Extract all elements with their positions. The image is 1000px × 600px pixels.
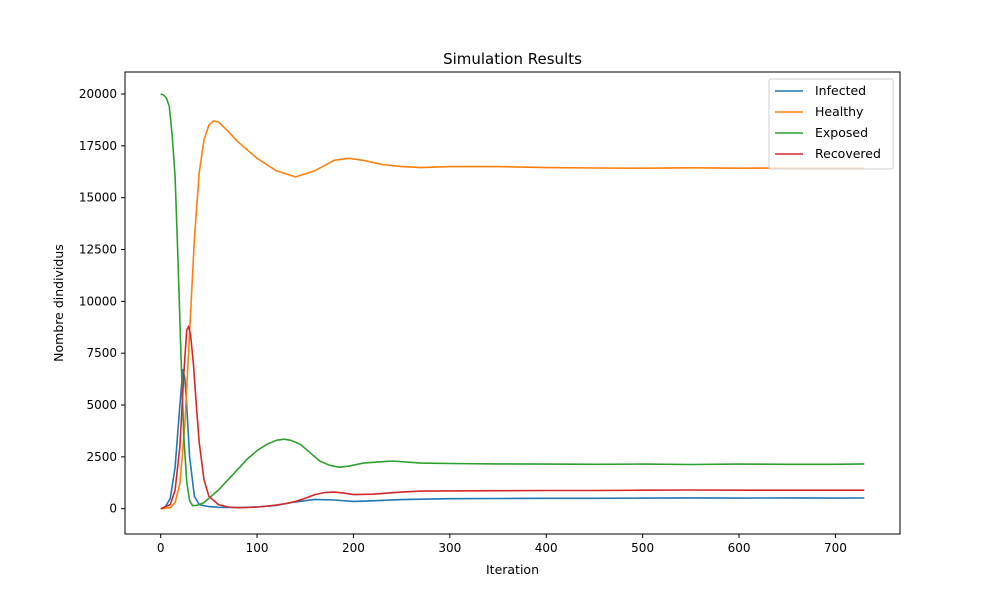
y-tick-label: 17500 xyxy=(79,139,117,153)
y-tick-label: 2500 xyxy=(86,450,117,464)
chart-title: Simulation Results xyxy=(443,50,582,68)
legend-label-recovered: Recovered xyxy=(815,146,881,161)
y-axis-ticks: 0 2500 5000 7500 10000 12500 15000 17500 20000 xyxy=(79,87,125,516)
x-tick-label: 300 xyxy=(438,541,461,555)
x-axis-ticks: 0 100 200 300 400 500 600 700 xyxy=(157,534,847,555)
y-tick-label: 10000 xyxy=(79,294,117,308)
legend-label-infected: Infected xyxy=(815,83,866,98)
y-tick-label: 20000 xyxy=(79,87,117,101)
y-tick-label: 5000 xyxy=(86,398,117,412)
x-tick-label: 0 xyxy=(157,541,165,555)
legend-label-exposed: Exposed xyxy=(815,125,868,140)
y-axis-label: Nombre dindividus xyxy=(51,244,66,362)
x-tick-label: 200 xyxy=(342,541,365,555)
y-tick-label: 12500 xyxy=(79,243,117,257)
x-tick-label: 100 xyxy=(246,541,269,555)
y-tick-label: 0 xyxy=(109,502,117,516)
series-lines xyxy=(160,93,865,510)
x-tick-label: 400 xyxy=(535,541,558,555)
legend-box xyxy=(768,78,894,170)
x-tick-label: 500 xyxy=(631,541,654,555)
series-line-recovered xyxy=(160,325,865,510)
series-line-healthy xyxy=(160,120,865,510)
x-axis-label: Iteration xyxy=(486,562,539,577)
series-line-exposed xyxy=(160,93,865,507)
x-tick-label: 600 xyxy=(728,541,751,555)
y-tick-label: 15000 xyxy=(79,191,117,205)
y-tick-label: 7500 xyxy=(86,346,117,360)
legend-label-healthy: Healthy xyxy=(815,104,864,119)
plot-frame xyxy=(124,71,901,535)
legend: Infected Healthy Exposed Recovered xyxy=(768,78,894,170)
x-tick-label: 700 xyxy=(824,541,847,555)
